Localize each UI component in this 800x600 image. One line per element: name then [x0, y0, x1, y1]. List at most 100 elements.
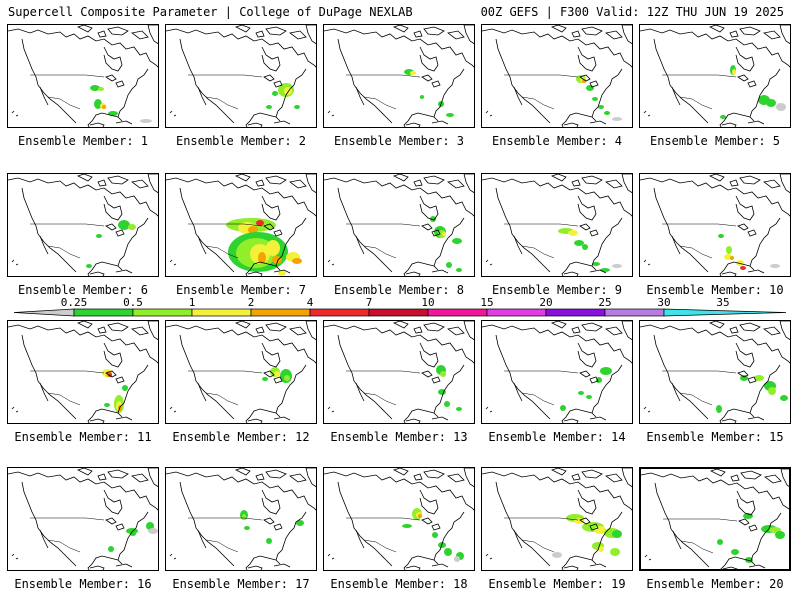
- country-border: [521, 245, 555, 259]
- coastline: [392, 25, 409, 33]
- coastline: [11, 553, 19, 560]
- coastline: [263, 370, 275, 378]
- coastline: [179, 187, 235, 273]
- ensemble-member-map-17: [165, 467, 317, 571]
- coastline: [447, 326, 465, 336]
- coastline: [721, 271, 737, 276]
- colorbar: 0.25 0.5 1 2 4 7 10 15 20 25 30 35: [0, 296, 800, 320]
- coastline: [671, 86, 681, 106]
- coastline: [197, 235, 207, 255]
- scp-contour: [90, 85, 100, 91]
- coastline: [405, 271, 421, 276]
- colorbar-tick-label: 20: [539, 296, 553, 309]
- coastline: [179, 481, 235, 567]
- map-graphic: [166, 468, 316, 570]
- scp-contour: [768, 387, 776, 395]
- country-border: [504, 370, 579, 374]
- coastline: [423, 469, 445, 479]
- coastline: [355, 529, 365, 549]
- colorbar-tick-label: 2: [247, 296, 255, 309]
- coastline: [87, 112, 119, 127]
- scp-contour: [402, 524, 412, 528]
- coastline: [11, 110, 19, 117]
- country-border: [363, 96, 397, 110]
- coastline: [641, 472, 789, 510]
- coastline: [748, 564, 766, 569]
- ensemble-member-map-20: [639, 467, 791, 571]
- coastline: [324, 324, 474, 364]
- coastline: [640, 324, 790, 364]
- scp-contour: [718, 234, 724, 238]
- coastline: [621, 174, 632, 194]
- coastline: [591, 68, 623, 122]
- scp-contour: [592, 97, 598, 101]
- map-graphic: [640, 25, 790, 127]
- coastline: [413, 473, 423, 481]
- coastline: [392, 321, 409, 329]
- coastline: [247, 418, 263, 423]
- coastline: [131, 179, 149, 189]
- coastline: [324, 471, 474, 511]
- scp-contour: [248, 226, 258, 234]
- scp-contour: [244, 526, 250, 530]
- coastline: [482, 471, 632, 511]
- scp-contour: [578, 391, 584, 395]
- coastline: [413, 179, 423, 187]
- coastline: [563, 122, 579, 127]
- coastline: [115, 416, 133, 421]
- coastline: [147, 321, 158, 341]
- coastline: [131, 326, 149, 336]
- coastline: [447, 473, 465, 483]
- scp-contour: [574, 240, 584, 246]
- coastline: [482, 324, 632, 364]
- scp-contour: [294, 105, 300, 109]
- coastline: [87, 555, 119, 570]
- ensemble-member-label: Ensemble Member: 4: [491, 134, 623, 148]
- coastline: [115, 229, 125, 237]
- country-border: [346, 370, 421, 374]
- scp-contour: [274, 371, 280, 377]
- colorbar-segment: [486, 308, 547, 317]
- coastline: [147, 468, 158, 488]
- coastline: [166, 324, 316, 364]
- map-graphic: [640, 321, 790, 423]
- coastline: [8, 324, 158, 364]
- coastline: [571, 179, 581, 187]
- coastline: [337, 38, 393, 124]
- colorbar-tick-label: 10: [421, 296, 435, 309]
- coastline: [591, 217, 623, 271]
- colorbar-tick-label: 1: [188, 296, 196, 309]
- coastline: [21, 187, 77, 273]
- coastline: [105, 370, 117, 378]
- coastline: [747, 229, 757, 237]
- scp-contour: [266, 105, 272, 109]
- ensemble-member-label: Ensemble Member: 17: [172, 577, 310, 591]
- scp-contour: [775, 531, 785, 539]
- scp-contour: [740, 266, 746, 270]
- coastline: [739, 26, 761, 36]
- coastline: [643, 406, 651, 413]
- coastline: [605, 473, 623, 483]
- coastline: [621, 468, 632, 488]
- coastline: [131, 30, 149, 40]
- colorbar-segment: [191, 308, 252, 317]
- coastline: [405, 418, 421, 423]
- scp-contour: [446, 113, 454, 117]
- coastline: [179, 334, 235, 420]
- country-border: [363, 245, 397, 259]
- coastline: [76, 321, 93, 329]
- coastline: [672, 530, 682, 550]
- scp-contour: [262, 377, 268, 381]
- ensemble-member-label: Ensemble Member: 18: [330, 577, 468, 591]
- coastline: [421, 517, 433, 525]
- country-border: [47, 245, 81, 259]
- scp-contour: [604, 111, 610, 115]
- map-graphic: [324, 468, 474, 570]
- coastline: [261, 46, 281, 72]
- coastline: [117, 68, 149, 122]
- coastline: [640, 28, 790, 68]
- scp-contour: [770, 264, 780, 268]
- colorbar-tick-label: 4: [306, 296, 314, 309]
- colorbar-tick-label: 0.5: [123, 296, 143, 309]
- coastline: [653, 38, 709, 124]
